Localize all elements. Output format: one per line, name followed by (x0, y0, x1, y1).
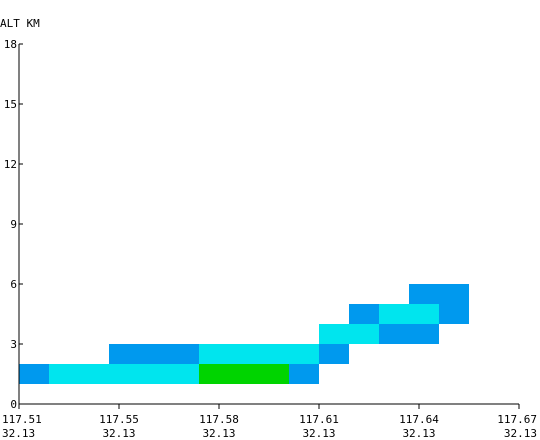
heatmap-cell (109, 344, 199, 364)
heatmap-cell (49, 364, 199, 384)
heatmap-cell (409, 284, 469, 304)
x-tick-label-lat: 32.13 (302, 427, 335, 440)
heatmap-cell (289, 364, 319, 384)
heatmap-cell (379, 324, 439, 344)
y-tick-label: 3 (10, 338, 17, 351)
y-axis-label: ALT KM (0, 17, 40, 30)
y-axis-ticks: 0 3 6 9 12 15 18 (4, 38, 23, 411)
x-axis-ticks: 117.5132.13117.5532.13117.5832.13117.613… (2, 404, 537, 440)
heatmap-cell (199, 364, 289, 384)
heatmap-cell (319, 344, 349, 364)
x-tick-label-lat: 32.13 (2, 427, 35, 440)
x-tick-label-lon: 117.58 (199, 413, 239, 426)
x-tick-label-lat: 32.13 (402, 427, 435, 440)
x-tick-label-lon: 117.61 (299, 413, 339, 426)
heatmap-cells (19, 284, 469, 384)
x-tick-label-lon: 117.55 (99, 413, 139, 426)
y-tick-label: 0 (10, 398, 17, 411)
x-tick-label-lon: 117.67 (497, 413, 537, 426)
heatmap-cell (199, 344, 319, 364)
y-tick-label: 18 (4, 38, 17, 51)
heatmap-cell (319, 324, 379, 344)
heatmap-cell (379, 304, 439, 324)
x-tick-label-lat: 32.13 (504, 427, 537, 440)
x-tick-label-lon: 117.51 (2, 413, 42, 426)
y-tick-label: 12 (4, 158, 17, 171)
heatmap-cell (19, 364, 49, 384)
heatmap-cell (439, 304, 469, 324)
y-tick-label: 6 (10, 278, 17, 291)
x-tick-label-lat: 32.13 (102, 427, 135, 440)
y-tick-label: 9 (10, 218, 17, 231)
x-tick-label-lat: 32.13 (202, 427, 235, 440)
x-tick-label-lon: 117.64 (399, 413, 439, 426)
y-tick-label: 15 (4, 98, 17, 111)
heatmap-cell (349, 304, 379, 324)
